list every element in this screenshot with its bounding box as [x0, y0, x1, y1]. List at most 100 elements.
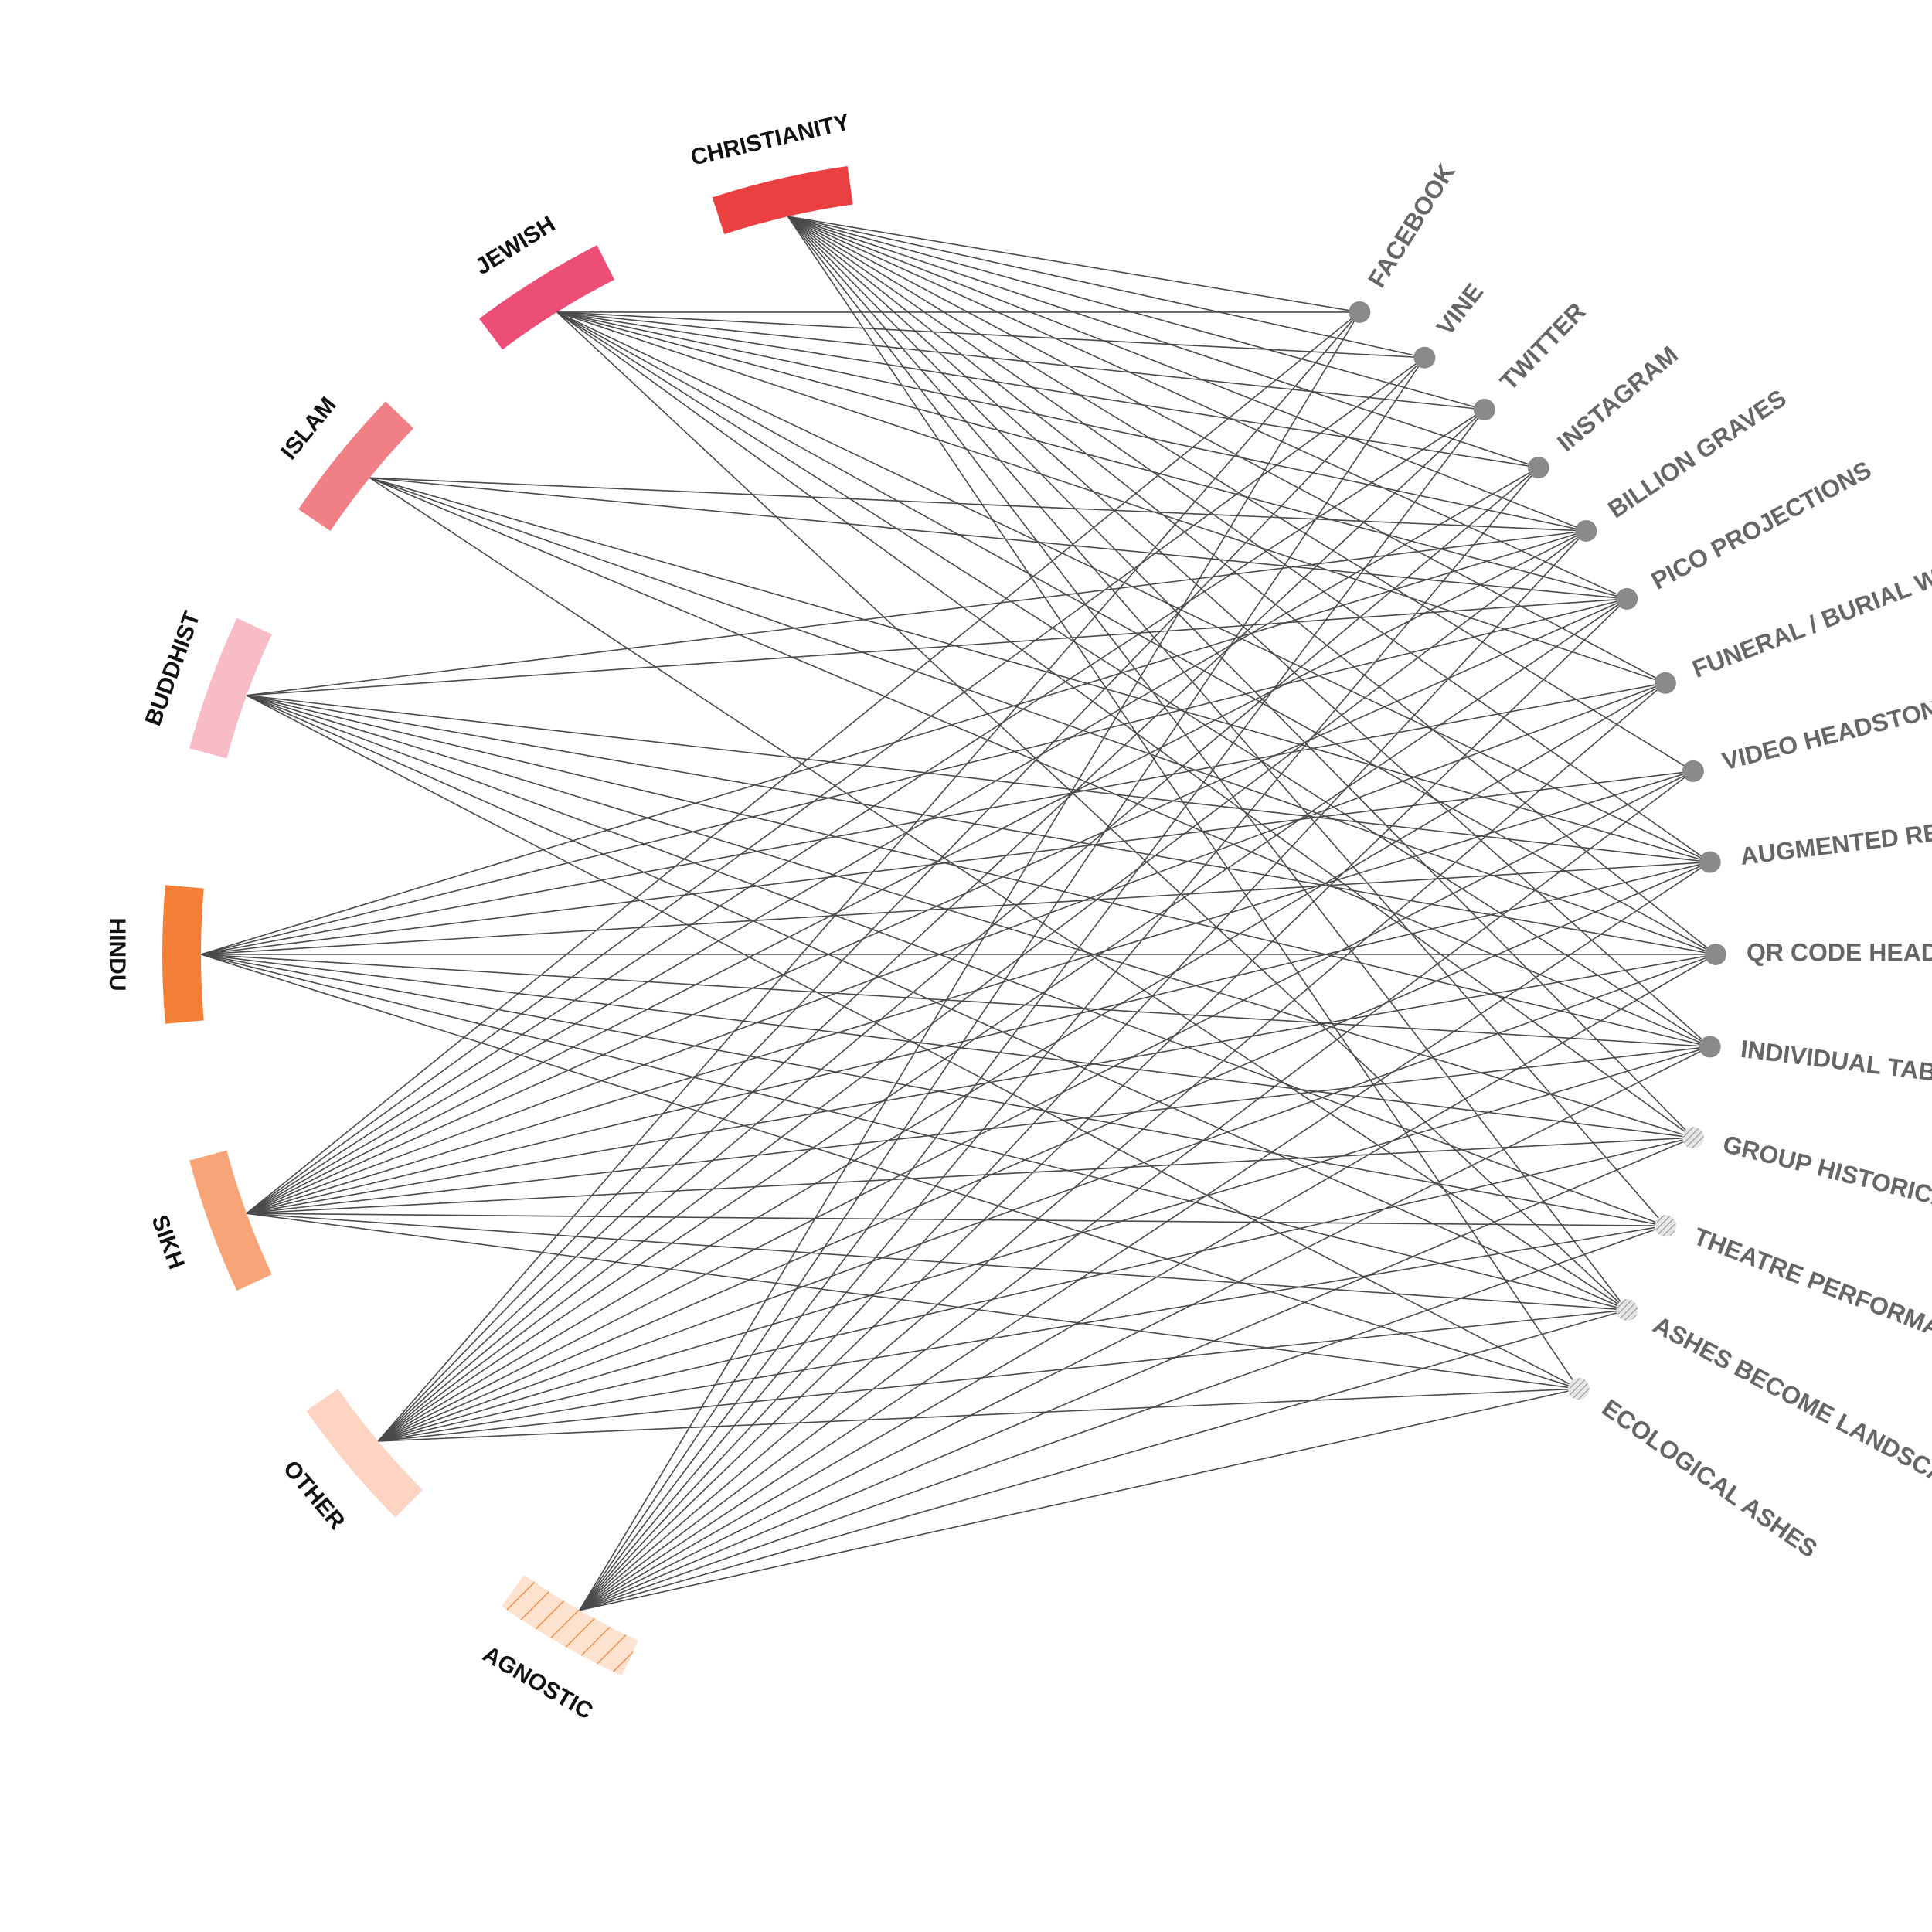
tech-label-instagram: INSTAGRAM — [1552, 341, 1683, 457]
link-sikh-twitter — [246, 409, 1485, 1214]
link-buddhist-theatre-performance — [246, 695, 1666, 1226]
link-other-funeral-webcasting — [377, 682, 1666, 1442]
link-buddhist-qr-code-headstones — [246, 695, 1716, 955]
link-sikh-instagram — [246, 467, 1539, 1214]
link-christianity-funeral-webcasting — [787, 216, 1666, 684]
link-sikh-tablet-app-tours — [247, 1046, 1710, 1214]
religion-label-hindu: HINDU — [104, 918, 130, 992]
link-agnostic-pico-projections — [579, 598, 1628, 1611]
link-other-theatre-performance — [378, 1225, 1666, 1442]
link-islam-ashes-landscape — [369, 477, 1628, 1311]
link-sikh-group-historical-tours — [247, 1137, 1693, 1214]
link-christianity-qr-code-headstones — [787, 216, 1716, 955]
link-sikh-video-headstones — [246, 770, 1694, 1214]
link-agnostic-group-historical-tours — [579, 1137, 1694, 1611]
link-christianity-billion-graves — [787, 216, 1587, 532]
technology-nodes — [1349, 301, 1726, 1400]
link-sikh-vine — [246, 357, 1425, 1214]
link-hindu-pico-projections — [200, 598, 1628, 955]
tech-node-theatre-performance — [1654, 1215, 1676, 1237]
link-sikh-pico-projections — [246, 598, 1628, 1214]
link-agnostic-theatre-performance — [579, 1225, 1666, 1611]
tech-node-billion-graves — [1575, 519, 1597, 542]
tech-label-facebook: FACEBOOK — [1362, 158, 1461, 292]
tech-node-tablet-app-tours — [1699, 1036, 1721, 1058]
religion-label-other: OTHER — [278, 1456, 350, 1535]
link-agnostic-funeral-webcasting — [579, 682, 1666, 1611]
link-islam-augmented-reality — [369, 477, 1710, 863]
link-jewish-instagram — [556, 311, 1539, 468]
link-buddhist-billion-graves — [247, 530, 1587, 696]
religion-arc-other — [306, 1389, 423, 1518]
tech-node-video-headstones — [1682, 760, 1704, 782]
link-hindu-ashes-landscape — [200, 954, 1628, 1311]
tech-label-augmented-reality: AUGMENTED REALITY AURESMA — [1739, 794, 1932, 870]
religion-label-buddhist: BUDDHIST — [141, 608, 206, 730]
tech-node-instagram — [1527, 457, 1549, 479]
link-jewish-vine — [556, 311, 1425, 359]
link-jewish-funeral-webcasting — [556, 311, 1666, 684]
link-hindu-augmented-reality — [200, 861, 1710, 955]
link-hindu-group-historical-tours — [200, 954, 1693, 1138]
link-christianity-group-historical-tours — [787, 216, 1694, 1138]
tech-node-augmented-reality — [1699, 851, 1721, 873]
link-agnostic-qr-code-headstones — [579, 954, 1716, 1611]
link-other-instagram — [377, 467, 1539, 1442]
link-other-pico-projections — [377, 598, 1628, 1442]
tech-label-vine: VINE — [1431, 278, 1488, 341]
link-christianity-video-headstones — [787, 216, 1694, 772]
link-jewish-ashes-landscape — [556, 311, 1628, 1311]
link-agnostic-facebook — [579, 311, 1361, 1611]
religion-label-christianity: CHRISTIANITY — [689, 109, 852, 170]
link-other-billion-graves — [377, 530, 1587, 1442]
link-agnostic-tablet-app-tours — [579, 1046, 1711, 1611]
link-agnostic-twitter — [579, 409, 1485, 1611]
link-sikh-ashes-landscape — [247, 1213, 1628, 1311]
religion-label-jewish: JEWISH — [471, 211, 560, 280]
link-other-vine — [377, 357, 1425, 1442]
tech-node-facebook — [1349, 301, 1371, 323]
link-islam-tablet-app-tours — [369, 477, 1711, 1048]
link-christianity-tablet-app-tours — [787, 216, 1711, 1048]
tech-label-theatre-performance: THEATRE PERFORMANCE — [1690, 1222, 1932, 1361]
link-buddhist-augmented-reality — [247, 695, 1710, 863]
link-hindu-ecological-ashes — [200, 954, 1580, 1389]
link-agnostic-vine — [579, 357, 1426, 1611]
link-agnostic-augmented-reality — [579, 861, 1711, 1611]
link-jewish-tablet-app-tours — [556, 311, 1711, 1048]
link-buddhist-tablet-app-tours — [246, 695, 1710, 1048]
link-other-twitter — [377, 409, 1485, 1442]
tech-node-ecological-ashes — [1567, 1378, 1590, 1400]
tech-node-pico-projections — [1616, 587, 1638, 610]
tech-node-group-historical-tours — [1682, 1127, 1704, 1149]
link-agnostic-billion-graves — [579, 530, 1587, 1611]
link-buddhist-group-historical-tours — [246, 695, 1694, 1138]
tech-node-funeral-webcasting — [1654, 672, 1676, 694]
link-agnostic-video-headstones — [579, 770, 1694, 1611]
link-agnostic-ashes-landscape — [579, 1309, 1628, 1611]
tech-label-video-headstones: VIDEO HEADSTONES — [1719, 686, 1932, 775]
link-jewish-augmented-reality — [556, 311, 1711, 863]
link-agnostic-ecological-ashes — [579, 1388, 1579, 1611]
link-sikh-augmented-reality — [246, 861, 1710, 1214]
link-christianity-facebook — [787, 216, 1360, 313]
religion-arc-christianity — [712, 166, 853, 234]
link-hindu-theatre-performance — [200, 954, 1666, 1226]
link-christianity-theatre-performance — [787, 216, 1666, 1226]
link-other-qr-code-headstones — [378, 954, 1716, 1442]
link-christianity-vine — [787, 216, 1425, 359]
tech-label-tablet-app-tours: INDIVIDUAL TABLET & APP TOURS — [1740, 1035, 1932, 1114]
link-hindu-funeral-webcasting — [200, 682, 1666, 955]
link-buddhist-pico-projections — [247, 598, 1628, 696]
link-other-ecological-ashes — [378, 1388, 1579, 1442]
link-hindu-tablet-app-tours — [200, 954, 1710, 1048]
link-sikh-billion-graves — [246, 530, 1587, 1214]
link-islam-billion-graves — [369, 477, 1587, 532]
link-other-ashes-landscape — [378, 1309, 1628, 1442]
link-hindu-video-headstones — [200, 770, 1693, 955]
link-sikh-theatre-performance — [247, 1213, 1665, 1227]
tech-node-ashes-landscape — [1616, 1299, 1638, 1321]
tech-node-vine — [1413, 346, 1436, 369]
tech-label-group-historical-tours: GROUP HISTORICAL TOURS — [1720, 1130, 1932, 1239]
